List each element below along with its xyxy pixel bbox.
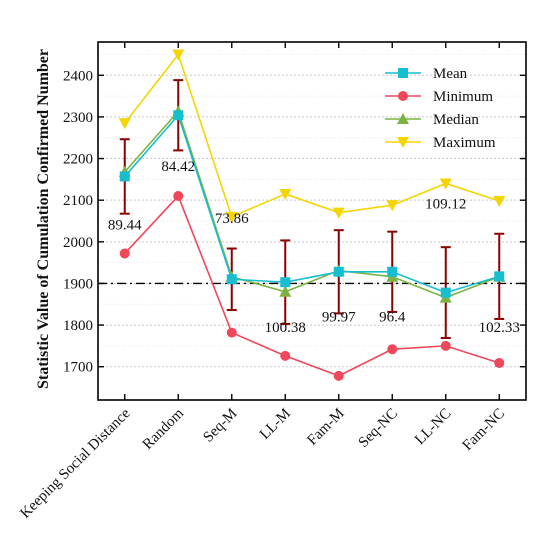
x-tick-label: Fam-NC bbox=[460, 406, 508, 454]
series-minimum-line bbox=[124, 194, 500, 377]
series-mean-point bbox=[440, 287, 451, 298]
series-mean-point bbox=[494, 271, 505, 282]
series-group bbox=[118, 49, 506, 381]
x-tick-label: Fam-M bbox=[304, 406, 347, 449]
legend-label: Minimum bbox=[433, 89, 493, 105]
series-minimum-point bbox=[226, 327, 237, 338]
legend-marker bbox=[398, 68, 408, 78]
series-minimum-point bbox=[119, 248, 130, 259]
series-maximum-point bbox=[172, 49, 185, 61]
series-maximum-point bbox=[332, 207, 345, 219]
annotation-label: 109.12 bbox=[425, 197, 466, 213]
y-tick-label: 1800 bbox=[63, 318, 93, 334]
series-minimum-point bbox=[280, 350, 291, 361]
annotation-label: 99.97 bbox=[322, 310, 356, 326]
series-minimum-point bbox=[387, 344, 398, 355]
y-tick-label: 2200 bbox=[63, 152, 93, 168]
x-tick-label: LL-M bbox=[257, 406, 294, 443]
series-mean-point bbox=[119, 171, 130, 182]
plot-frame bbox=[97, 41, 527, 401]
series-maximum-line bbox=[124, 52, 500, 218]
x-tick-label: LL-NC bbox=[412, 406, 455, 449]
annotation-label: 96.4 bbox=[379, 310, 406, 326]
legend-marker bbox=[397, 137, 409, 148]
legend: Mean Minimum Median Maximum bbox=[385, 66, 496, 151]
y-axis-label: Statistic Value of Cumulation Confirmed … bbox=[35, 49, 52, 389]
y-tick-label: 2300 bbox=[63, 110, 93, 126]
series-mean-point bbox=[173, 110, 184, 121]
y-tick-label: 2000 bbox=[63, 235, 93, 251]
annotation-label: 89.44 bbox=[108, 217, 142, 233]
legend-label: Median bbox=[433, 112, 479, 128]
series-maximum-point bbox=[279, 188, 292, 200]
series-minimum-point bbox=[173, 191, 184, 202]
y-tick-label: 1700 bbox=[63, 360, 93, 376]
legend-label: Maximum bbox=[433, 135, 496, 151]
series-mean-point bbox=[280, 277, 291, 288]
series-minimum-point bbox=[494, 357, 505, 368]
series-maximum-point bbox=[493, 196, 506, 208]
series-median-point bbox=[279, 285, 292, 297]
series-mean-line bbox=[124, 113, 500, 294]
annotation-label: 84.42 bbox=[161, 159, 195, 175]
series-mean-point bbox=[333, 266, 344, 277]
annotations: 89.44 84.42 73.86 100.38 99.97 96.4 109.12 102.… bbox=[108, 159, 520, 336]
series-minimum-point bbox=[333, 370, 344, 381]
annotation-label: 73.86 bbox=[215, 211, 249, 227]
series-median-line bbox=[124, 109, 500, 299]
annotation-label: 102.33 bbox=[479, 320, 520, 336]
series-maximum-point bbox=[225, 211, 238, 223]
y-tick-label: 2400 bbox=[63, 68, 93, 84]
legend-marker bbox=[398, 91, 408, 101]
series-maximum-point bbox=[118, 118, 131, 130]
legend-label: Mean bbox=[433, 66, 468, 82]
series-minimum-point bbox=[440, 340, 451, 351]
annotation-label: 100.38 bbox=[265, 320, 306, 336]
series-maximum-point bbox=[386, 200, 399, 212]
series-mean-point bbox=[226, 274, 237, 285]
y-tick-label: 1900 bbox=[63, 276, 93, 292]
legend-marker bbox=[397, 113, 409, 124]
x-tick-label: Keeping Social Distance bbox=[17, 405, 133, 521]
y-tick-label: 2100 bbox=[63, 193, 93, 209]
x-tick-label: Random bbox=[140, 405, 187, 452]
series-maximum-point bbox=[439, 178, 452, 190]
series-mean-point bbox=[387, 266, 398, 277]
x-tick-label: Seq-M bbox=[200, 406, 240, 446]
x-tick-label: Seq-NC bbox=[356, 406, 401, 451]
